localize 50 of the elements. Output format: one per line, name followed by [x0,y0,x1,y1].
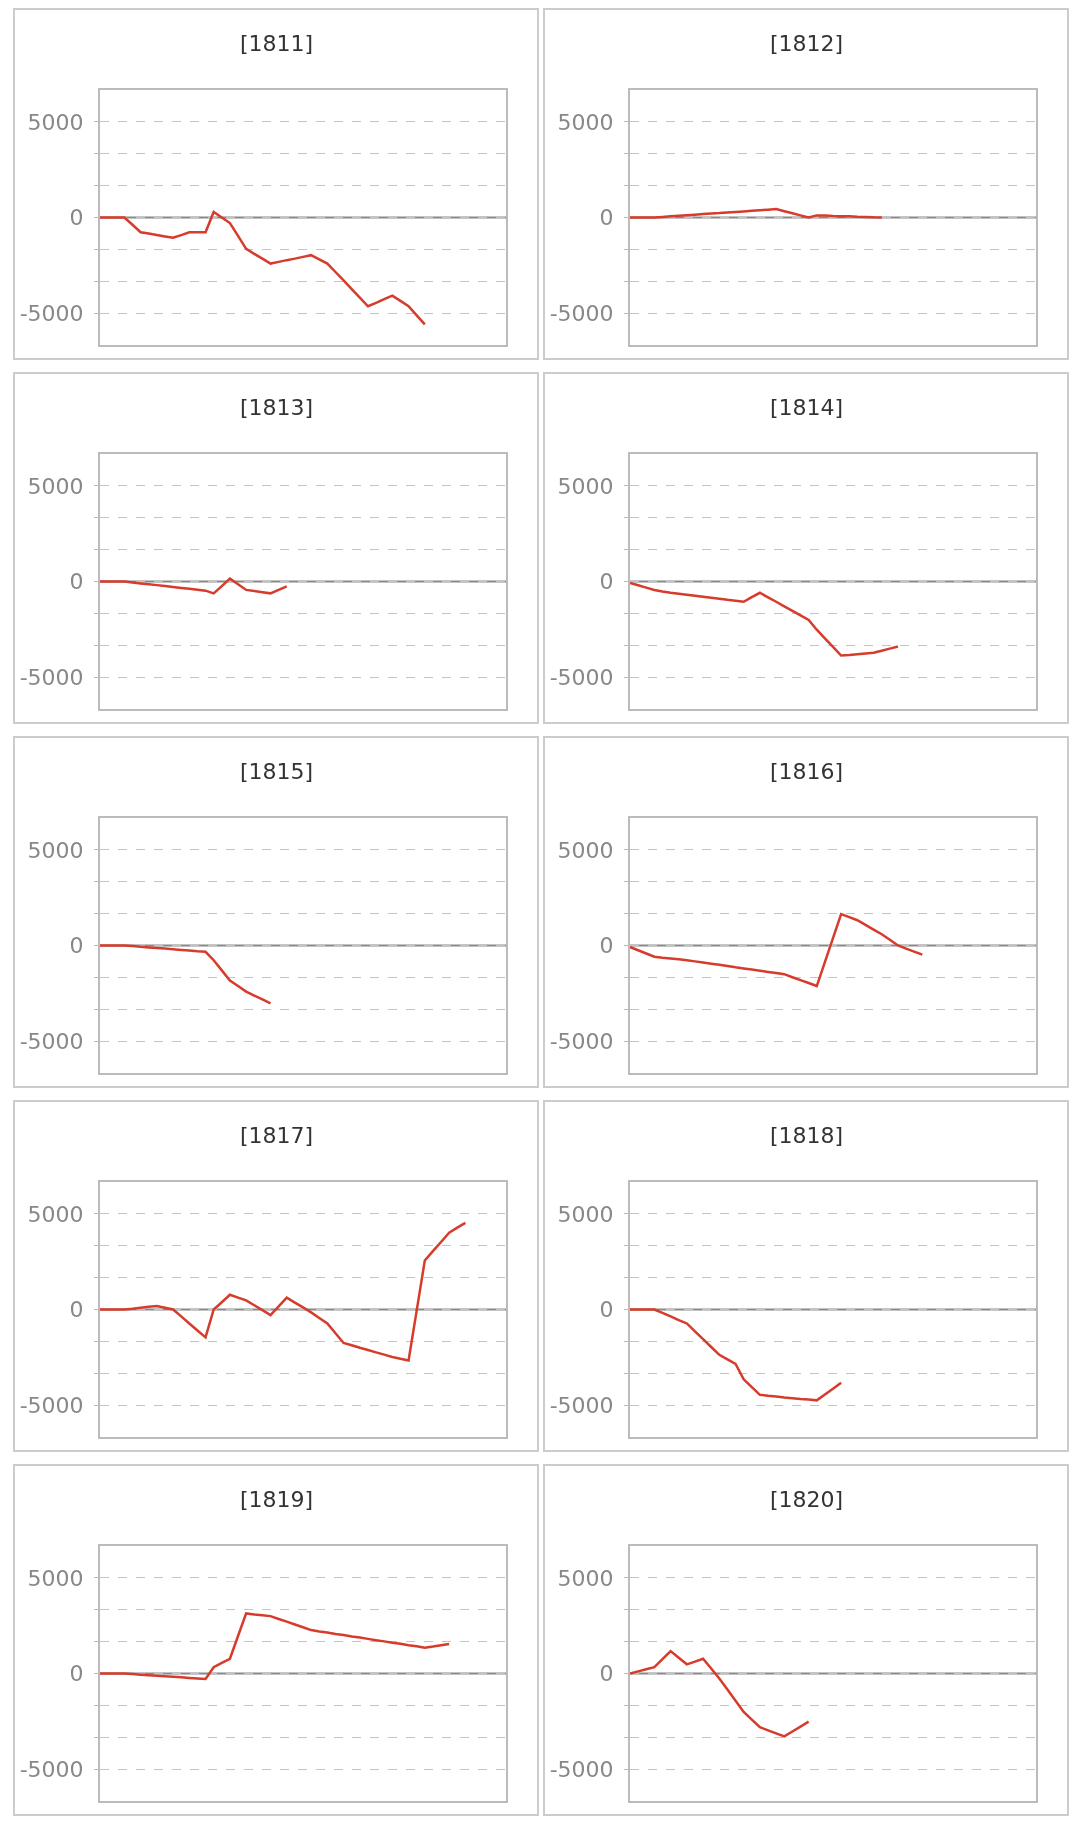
line-series [100,1612,451,1681]
line-series [100,210,427,326]
y-tick-label: 0 [599,1661,614,1687]
y-tick-label: -5000 [19,664,84,690]
y-tick-label: 0 [599,933,614,959]
y-tick-label: -5000 [549,1392,614,1418]
chart-title: [1820] [770,1487,844,1512]
chart-title: [1815] [240,759,314,784]
y-tick-label: 0 [69,205,84,231]
y-tick-label: 5000 [27,1201,84,1227]
line-series [630,912,924,988]
y-tick-label: -5000 [19,300,84,326]
y-tick-label: -5000 [19,1028,84,1054]
line-series [630,1308,843,1402]
line-series [100,577,289,595]
chart-title: [1818] [770,1123,844,1148]
line-series [630,1649,810,1738]
line-series [100,1221,467,1362]
y-tick-label: -5000 [549,1756,614,1782]
y-tick-label: 5000 [557,1201,614,1227]
y-tick-label: 0 [69,933,84,959]
y-tick-label: 5000 [27,473,84,499]
y-tick-label: 0 [599,569,614,595]
y-tick-label: 0 [69,1297,84,1323]
chart-title: [1816] [770,759,844,784]
y-tick-label: 0 [69,569,84,595]
y-tick-label: -5000 [549,300,614,326]
y-tick-label: -5000 [549,664,614,690]
y-tick-label: -5000 [19,1756,84,1782]
chart-title: [1811] [240,31,314,56]
y-tick-label: 0 [69,1661,84,1687]
chart-title: [1814] [770,395,844,420]
line-series [630,207,883,219]
y-tick-label: 5000 [557,837,614,863]
y-tick-label: 5000 [557,109,614,135]
chart-title: [1812] [770,31,844,56]
y-tick-label: -5000 [19,1392,84,1418]
y-tick-label: 5000 [557,1565,614,1591]
y-tick-label: 5000 [27,1565,84,1591]
y-tick-label: 0 [599,1297,614,1323]
chart-title: [1819] [240,1487,314,1512]
y-tick-label: 5000 [27,109,84,135]
y-tick-label: 5000 [27,837,84,863]
chart-title: [1813] [240,395,314,420]
chart-title: [1817] [240,1123,314,1148]
y-tick-label: 5000 [557,473,614,499]
y-tick-label: 0 [599,205,614,231]
y-tick-label: -5000 [549,1028,614,1054]
line-series [630,581,900,657]
line-series [100,944,272,1005]
